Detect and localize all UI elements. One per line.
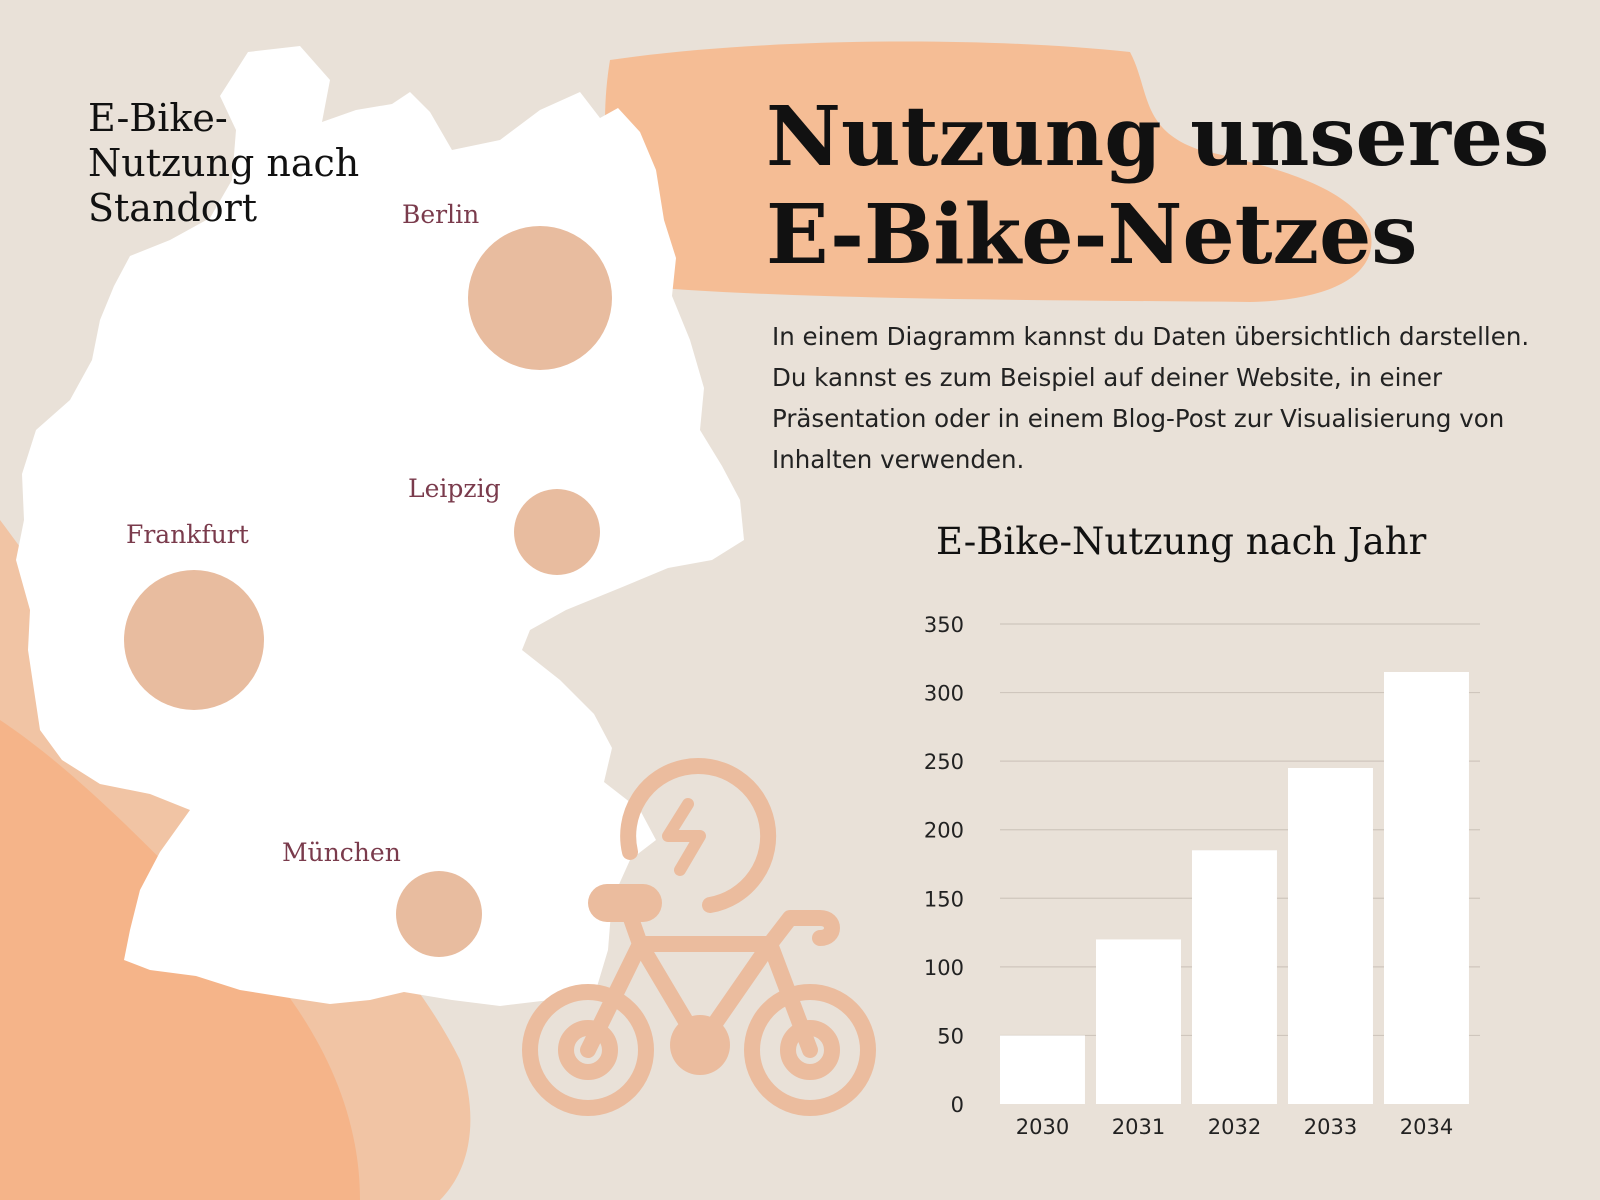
description-text: In einem Diagramm kannst du Daten übersi…	[772, 322, 1530, 474]
y-tick-label: 200	[924, 819, 964, 843]
bar	[1000, 1035, 1085, 1104]
map-title-line: Standort	[88, 186, 258, 230]
city-label-muenchen: München	[282, 838, 401, 867]
page-title-line-1: Nutzung unseres	[766, 89, 1550, 185]
y-tick-label: 250	[924, 750, 964, 774]
brush-stroke	[605, 41, 1372, 302]
e-bike-icon	[522, 758, 876, 1116]
bar	[1288, 768, 1373, 1104]
city-label-leipzig: Leipzig	[408, 474, 501, 503]
bar-chart: 0 50 100 150 200 250 300 350 2030 2031 2032 2033 203…	[924, 613, 1480, 1139]
bike-crank	[670, 1015, 730, 1075]
map-title: E-Bike- Nutzung nach Standort	[88, 96, 388, 231]
x-tick-label: 2032	[1208, 1115, 1261, 1139]
y-tick-label: 150	[924, 887, 964, 911]
y-tick-label: 350	[924, 613, 964, 637]
bar	[1096, 939, 1181, 1104]
city-label-berlin: Berlin	[402, 200, 480, 229]
y-tick-label: 300	[924, 682, 964, 706]
map-title-line: Nutzung nach	[88, 141, 360, 185]
page-title: Nutzung unseres E-Bike-Netzes	[766, 88, 1566, 284]
bubble-leipzig	[514, 489, 600, 575]
bubble-muenchen	[396, 871, 482, 957]
page-title-line-2: E-Bike-Netzes	[766, 187, 1418, 283]
bar	[1384, 672, 1469, 1104]
x-tick-label: 2033	[1304, 1115, 1357, 1139]
city-label-frankfurt: Frankfurt	[126, 520, 249, 549]
bubble-berlin	[468, 226, 612, 370]
chart-title: E-Bike-Nutzung nach Jahr	[936, 520, 1427, 563]
bike-seat	[588, 884, 662, 922]
y-tick-label: 50	[937, 1024, 964, 1048]
bar	[1192, 850, 1277, 1104]
map-title-line: E-Bike-	[88, 96, 228, 140]
x-tick-label: 2030	[1016, 1115, 1069, 1139]
x-tick-label: 2031	[1112, 1115, 1165, 1139]
y-tick-label: 100	[924, 956, 964, 980]
x-tick-label: 2034	[1400, 1115, 1453, 1139]
y-tick-label: 0	[951, 1093, 964, 1117]
bubble-frankfurt	[124, 570, 264, 710]
